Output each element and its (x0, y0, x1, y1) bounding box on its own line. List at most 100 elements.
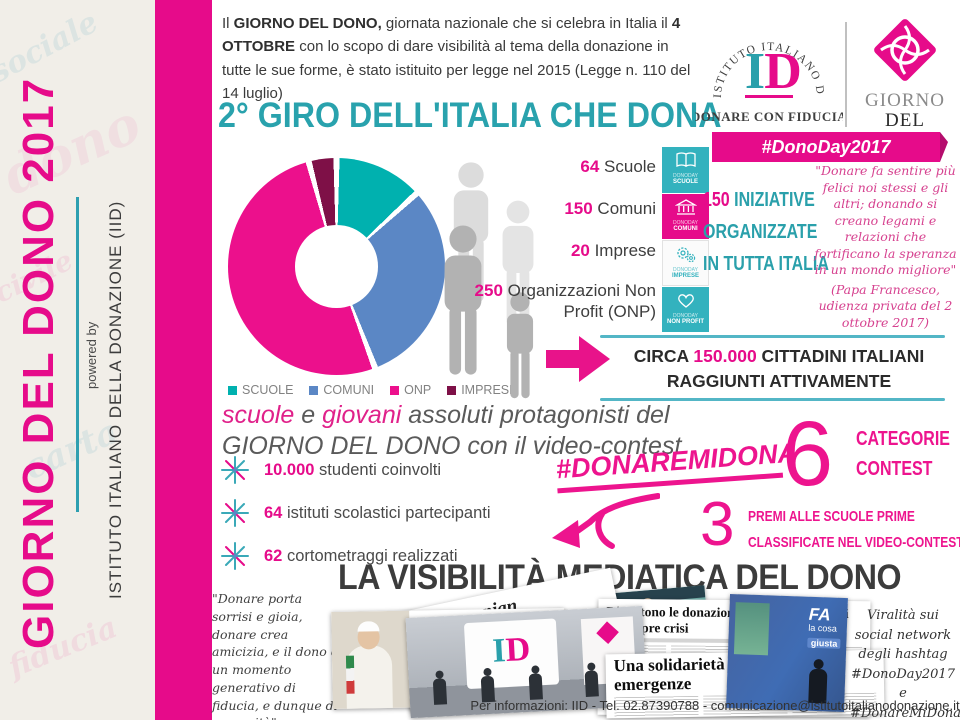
stat-label: Organizzazioni Non Profit (ONP) (502, 281, 656, 322)
section-title-giro: 2° GIRO DELL'ITALIA CHE DONA (218, 96, 765, 136)
tv-studio-screen (733, 602, 770, 656)
iniziative-line3: IN TUTTA ITALIA (703, 253, 829, 275)
donoday-hashtag-text: #DonoDay2017 (761, 137, 891, 157)
tv-guest-figure (432, 678, 448, 705)
badge-kicker: DONODAY (673, 267, 698, 273)
intro-paragraph: Il GIORNO DEL DONO, giornata nazionale c… (222, 12, 700, 105)
reach-text: CIRCA (633, 346, 694, 366)
pope-photo (331, 610, 411, 710)
heart-icon (677, 293, 694, 308)
gdd-mini-diamond-icon (596, 621, 619, 645)
gears-icon (676, 247, 695, 263)
media-section-title: LA VISIBILITÀ MEDIATICA DEL DONO (338, 558, 950, 598)
legend-label: COMUNI (323, 383, 375, 397)
donoday-hashtag-banner: #DonoDay2017 (712, 132, 948, 162)
logo-divider-line (845, 22, 847, 127)
stat-imprese: 20 Imprese (438, 240, 656, 261)
tv-backdrop-id-panel: ID (463, 618, 560, 690)
badge-name: NON PROFIT (667, 318, 704, 325)
stat-comuni: 150 Comuni (438, 198, 656, 219)
divider-line-bottom (600, 398, 945, 401)
section-title-text: 2° GIRO DELL'ITALIA CHE DONA (218, 96, 722, 135)
legend-label: SCUOLE (242, 383, 294, 397)
stat-value: 64 (580, 157, 600, 176)
iid-letter-d: D (764, 43, 802, 100)
giorno-del-dono-logo: GIORNO DEL DONO (855, 14, 955, 151)
donut-chart (228, 158, 445, 375)
mattarella-quote: "Donare porta sorrisi e gioia, donare cr… (212, 590, 342, 720)
pope-quote-attribution: (Papa Francesco, udienza privata del 2 o… (818, 281, 953, 330)
tv-screenshot-fa-la-cosa-giusta: FA la cosa giusta (726, 593, 848, 713)
iid-letter-i: I (745, 43, 765, 100)
social-virality-note: Viralità sui social network degli hashta… (850, 608, 960, 720)
badge-nonprofit: DONODAY NON PROFIT (662, 286, 709, 332)
gdd-wordmark-line1: GIORNO (865, 90, 945, 111)
school-stat-number: 62 (264, 546, 283, 565)
three-number-text: 3 (700, 490, 735, 559)
six-label-line2: CONTEST (856, 458, 933, 480)
tv-guest-figure (584, 670, 599, 697)
iniziative-number: 150 (703, 189, 730, 211)
three-number: 3 (700, 494, 734, 556)
tv-guest-figure (528, 673, 543, 700)
badge-kicker: DONODAY (673, 312, 698, 319)
left-sidebar: sociale dono civile carta fiducia GIORNO… (0, 0, 155, 720)
badge-name: COMUNI (673, 225, 698, 232)
legend-item: IMPRESE (447, 383, 517, 397)
stat-value: 20 (570, 241, 590, 260)
badge-kicker: DONODAY (673, 219, 698, 226)
intro-text: giornata nazionale che si celebra in Ita… (381, 15, 672, 32)
magenta-divider-bar (155, 0, 212, 720)
stat-scuole: 64 Scuole (438, 156, 656, 177)
legend-label: ONP (404, 383, 432, 397)
organization-name-vertical: ISTITUTO ITALIANO DELLA DONAZIONE (IID) (106, 200, 125, 600)
six-labels: CATEGORIE CONTEST (856, 424, 960, 484)
iniziative-block: 150 INIZIATIVE ORGANIZZATE IN TUTTA ITAL… (703, 184, 860, 280)
powered-by-label: powered by (84, 321, 99, 389)
badge-name: IMPRESE (671, 273, 699, 279)
badge-scuole: DONODAY SCUOLE (662, 147, 709, 193)
stat-onp: 250 Organizzazioni Non Profit (ONP) (438, 280, 656, 323)
intro-text: Il (222, 15, 234, 32)
stat-value: 250 (474, 281, 503, 300)
school-stat-cortometraggi: 62 cortometraggi realizzati (220, 541, 458, 571)
badge-imprese: DONODAY IMPRESE (662, 240, 709, 286)
divider-line-top (600, 335, 945, 338)
badge-kicker: DONODAY (673, 173, 698, 179)
iniziative-line2: ORGANIZZATE (703, 221, 818, 243)
six-number: 6 (782, 408, 833, 500)
mattarella-quote-text: "Donare porta sorrisi e gioia, donare cr… (212, 591, 338, 720)
iid-underline (745, 95, 793, 98)
schools-heading-accent: scuole (222, 401, 295, 429)
intro-text: con lo scopo di dare visibilità al tema … (222, 38, 691, 102)
school-stat-istituti: 64 istituti scolastici partecipanti (220, 498, 491, 528)
school-stat-number: 10.000 (264, 460, 315, 479)
badge-name: SCUOLE (672, 179, 698, 185)
stat-label: Imprese (589, 241, 656, 260)
iniziative-line1: INIZIATIVE (729, 189, 815, 211)
pope-quote-text: "Donare fa sentire più felici noi stessi… (814, 163, 957, 277)
reach-text: CITTADINI ITALIANI RAGGIUNTI ATTIVAMENTE (666, 346, 925, 392)
three-label-line2: CLASSIFICATE NEL VIDEO-CONTEST (748, 534, 960, 551)
badge-comuni: DONODAY COMUNI (662, 193, 709, 239)
donut-hole (295, 225, 378, 308)
schools-heading: scuole e giovani assoluti protagonisti d… (222, 400, 681, 461)
tv-id-letter-d: D (504, 630, 532, 670)
school-stat-label: cortometraggi realizzati (282, 546, 458, 565)
gdd-diamond-icon (874, 19, 936, 81)
legend-item: SCUOLE (228, 383, 293, 397)
stat-value: 150 (564, 199, 593, 218)
school-stat-label: istituti scolastici partecipanti (282, 503, 491, 522)
stat-label: Comuni (592, 199, 656, 218)
legend-item: COMUNI (309, 383, 374, 397)
legend-swatch (309, 385, 319, 395)
bank-icon (673, 198, 698, 215)
fa-logo-line2: la cosa (808, 622, 838, 634)
fa-logo-line1: FA (808, 604, 831, 625)
schools-heading-accent: giovani (322, 401, 402, 429)
event-title-vertical: GIORNO DEL DONO 2017 (14, 76, 63, 649)
iid-logo: ISTITUTO ITALIANO DONAZIONE I D DONARE C… (695, 8, 843, 124)
intro-bold-event: GIORNO DEL DONO, (233, 15, 382, 32)
chart-legend: SCUOLE COMUNI ONP IMPRESE (228, 383, 517, 397)
